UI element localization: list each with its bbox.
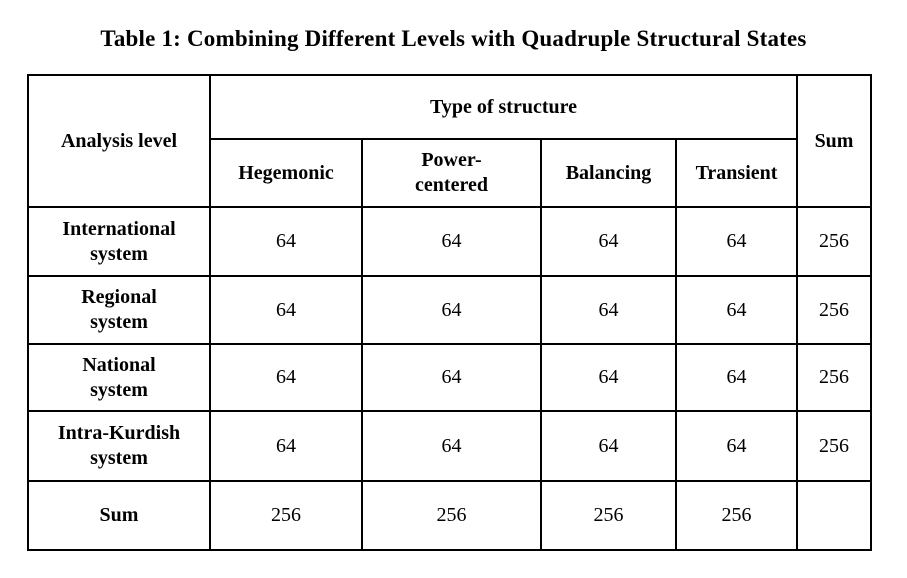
- column-header-transient: Transient: [674, 138, 799, 208]
- grand-total-cell: [796, 480, 873, 551]
- column-header-hegemonic: Hegemonic: [209, 138, 363, 208]
- column-sum-cell: 256: [209, 480, 363, 551]
- data-cell: 64: [674, 206, 799, 277]
- table-row: Regional system 64 64 64 64 256: [27, 275, 873, 345]
- data-cell: 64: [209, 275, 363, 345]
- row-sum-cell: 256: [796, 275, 873, 345]
- data-cell: 64: [209, 343, 363, 412]
- row-sum-cell: 256: [796, 343, 873, 412]
- table-row: Intra-Kurdish system 64 64 64 64 256: [27, 410, 873, 482]
- row-header-regional-system: Regional system: [27, 275, 211, 345]
- header-row-columns: Hegemonic Power- centered Balancing Tran…: [28, 138, 871, 208]
- data-cell: 64: [361, 410, 542, 482]
- group-header-type-of-structure: Type of structure: [208, 74, 799, 140]
- row-header-intra-kurdish-system: Intra-Kurdish system: [27, 410, 211, 482]
- data-cell: 64: [209, 206, 363, 277]
- data-cell: 64: [674, 275, 799, 345]
- column-header-power-centered: Power- centered: [361, 138, 542, 208]
- table-row: International system 64 64 64 64 256: [27, 206, 873, 277]
- table-caption: Table 1: Combining Different Levels with…: [100, 26, 807, 51]
- data-cell: 64: [674, 410, 799, 482]
- corner-header-analysis-level: Analysis level: [27, 74, 211, 208]
- sum-row: Sum 256 256 256 256: [27, 480, 873, 551]
- data-cell: 64: [361, 206, 542, 277]
- data-cell: 64: [540, 206, 677, 277]
- column-sum-cell: 256: [361, 480, 542, 551]
- column-header-balancing: Balancing: [540, 138, 677, 208]
- row-header-international-system: International system: [27, 206, 211, 277]
- data-cell: 64: [209, 410, 363, 482]
- data-table: Analysis level Type of structure Sum Heg…: [27, 74, 873, 551]
- column-sum-cell: 256: [540, 480, 677, 551]
- column-sum-cell: 256: [674, 480, 799, 551]
- data-cell: 64: [540, 275, 677, 345]
- data-cell: 64: [361, 343, 542, 412]
- data-cell: 64: [540, 410, 677, 482]
- data-cell: 64: [361, 275, 542, 345]
- data-cell: 64: [674, 343, 799, 412]
- column-header-sum: Sum: [796, 74, 873, 208]
- data-cell: 64: [540, 343, 677, 412]
- header-row-group: Analysis level Type of structure Sum: [27, 74, 873, 208]
- row-sum-cell: 256: [796, 206, 873, 277]
- row-header-national-system: National system: [27, 343, 211, 412]
- row-header-sum: Sum: [27, 480, 211, 551]
- table-row: National system 64 64 64 64 256: [27, 343, 873, 412]
- row-sum-cell: 256: [796, 410, 873, 482]
